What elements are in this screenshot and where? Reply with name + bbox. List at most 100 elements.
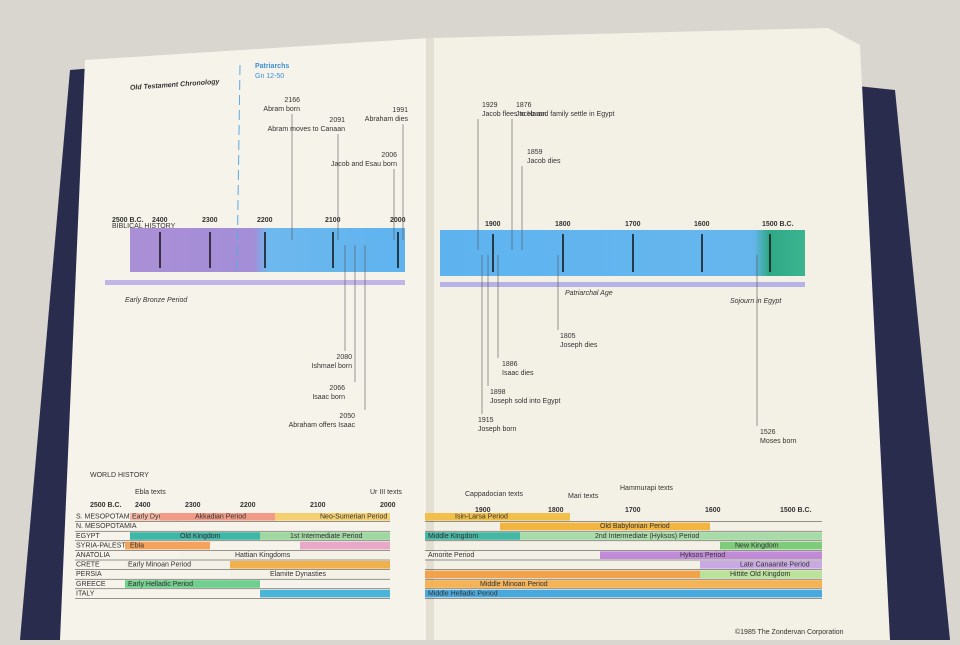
period-bar [230, 570, 390, 579]
event-year: 1876 [516, 102, 532, 109]
bar-label: Amorite Period [428, 552, 474, 559]
year-label: 2500 B.C. [112, 217, 144, 224]
period-bar [700, 570, 822, 579]
event-text: Jacob and Esau born [331, 161, 397, 168]
event-text: Abraham offers Isaac [289, 422, 356, 429]
period-bar [440, 282, 805, 287]
event-year: 1991 [392, 107, 408, 114]
region-label: PERSIA [76, 571, 102, 578]
period-bar [700, 561, 822, 569]
year-label: 1500 B.C. [780, 507, 812, 514]
region-label: ITALY [76, 590, 95, 597]
event-year: 1805 [560, 333, 576, 340]
period-bar [425, 551, 520, 559]
bar-label: Elamite Dynasties [270, 571, 327, 578]
bar-label: 2nd Intermediate (Hyksos) Period [595, 533, 699, 540]
period-bar [105, 280, 405, 285]
section-title: Patriarchs [255, 63, 289, 70]
timeline-band [130, 228, 405, 272]
year-label: 1700 [625, 221, 641, 228]
gutter [426, 38, 434, 640]
copyright: ©1985 The Zondervan Corporation [735, 628, 844, 636]
section-label: WORLD HISTORY [90, 472, 149, 479]
year-label: 1800 [555, 221, 571, 228]
period-bar [425, 513, 570, 521]
timeline-band [440, 230, 805, 276]
bar-label: Old Babylonian Period [600, 523, 670, 530]
event-year: 1859 [527, 149, 543, 156]
event-year: 1526 [760, 429, 776, 436]
period-bar [125, 580, 260, 588]
period-bar [125, 561, 230, 569]
section-label: BIBLICAL HISTORY [112, 223, 176, 230]
bar-label: Middle Helladic Period [428, 590, 498, 597]
year-label: 2100 [325, 217, 341, 224]
period-bar [425, 580, 822, 588]
period-bar [260, 589, 390, 598]
bar-label: Neo-Sumerian Period [320, 514, 387, 521]
period-bar [160, 513, 275, 521]
period-label: Early Bronze Period [125, 297, 188, 304]
event-year: 2091 [329, 117, 345, 124]
event-text: Isaac dies [502, 370, 534, 377]
event-text: Jacob flees to Haran [482, 111, 546, 118]
region-label: GREECE [76, 581, 106, 588]
region-label: CRETE [76, 562, 100, 569]
event-year: 2006 [381, 152, 397, 159]
period-bar [125, 541, 210, 550]
year-label: 2200 [257, 217, 273, 224]
period-bar [130, 513, 180, 521]
event-year: 2080 [336, 354, 352, 361]
event-year: 2050 [339, 413, 355, 420]
event-text: Abram moves to Canaan [268, 126, 346, 133]
right-page [432, 28, 890, 640]
period-bar [130, 532, 260, 540]
period-bar [180, 551, 390, 559]
year-label: 2200 [240, 502, 256, 509]
patriarchs-marker [236, 64, 241, 271]
bar-label: Middle Kingdom [428, 533, 478, 540]
year-label: 2500 B.C. [90, 502, 122, 509]
bar-label: Akkadian Period [195, 514, 246, 521]
text-note: Hammurapi texts [620, 485, 673, 492]
event-text: Joseph born [478, 426, 517, 433]
period-label: Sojourn in Egypt [730, 298, 782, 305]
bar-label: Hyksos Period [680, 552, 725, 559]
period-bar [520, 532, 822, 540]
event-year: 1886 [502, 361, 518, 368]
text-note: Ur III texts [370, 489, 402, 496]
region-label: ANATOLIA [76, 552, 110, 559]
event-year: 2166 [284, 97, 300, 104]
year-label: 1900 [475, 507, 491, 514]
period-label: Patriarchal Age [565, 290, 613, 297]
period-bar [500, 522, 710, 531]
event-text: Joseph dies [560, 342, 598, 349]
region-label: EGYPT [76, 533, 100, 540]
year-label: 1600 [705, 507, 721, 514]
region-label: SYRIA-PALESTINE [76, 542, 138, 549]
event-text: Jacob and family settle in Egypt [516, 111, 614, 118]
bar-label: Early Helladic Period [128, 581, 193, 588]
bar-label: Early Minoan Period [128, 562, 191, 569]
bar-label: New Kingdom [735, 542, 779, 549]
year-label: 2000 [390, 217, 406, 224]
event-text: Joseph sold into Egypt [490, 398, 560, 405]
bar-label: Isin-Larsa Period [455, 514, 508, 521]
year-label: 2400 [135, 502, 151, 509]
bar-label: Hittite Old Kingdom [730, 571, 790, 578]
region-label: S. MESOPOTAMIA [76, 514, 136, 521]
period-bar [260, 532, 390, 540]
event-year: 1915 [478, 417, 494, 424]
bar-label: 1st Intermediate Period [290, 533, 362, 540]
event-text: Moses born [760, 438, 797, 445]
year-label: 1900 [485, 221, 501, 228]
event-year: 1898 [490, 389, 506, 396]
event-year: 2066 [329, 385, 345, 392]
year-label: 1700 [625, 507, 641, 514]
year-label: 2400 [152, 217, 168, 224]
period-bar [425, 589, 822, 598]
event-text: Jacob dies [527, 158, 561, 165]
year-label: 2300 [202, 217, 218, 224]
